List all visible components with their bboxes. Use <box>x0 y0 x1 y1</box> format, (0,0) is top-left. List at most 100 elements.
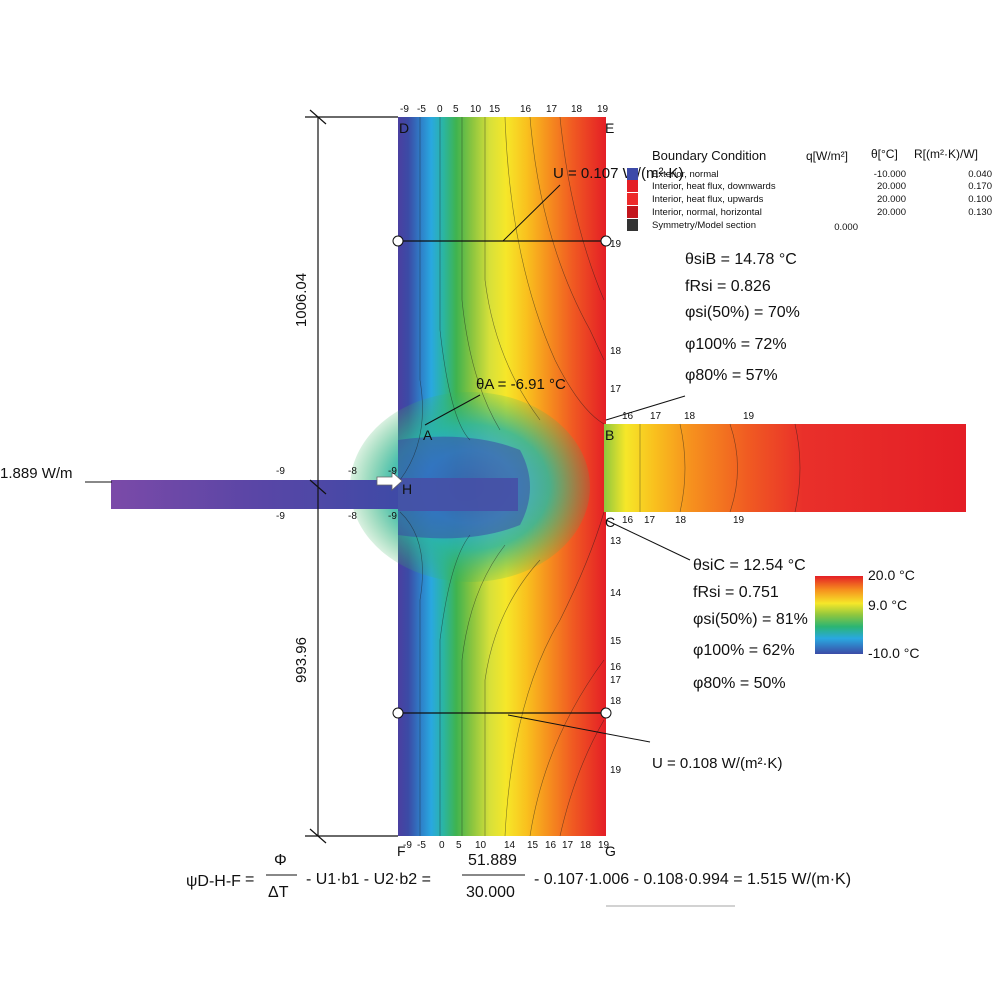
isotherm-label: 15 <box>489 104 501 115</box>
point-d: D <box>399 120 409 136</box>
row-name: Interior, heat flux, downwards <box>652 181 776 192</box>
point-c-phi80: φ80% = 50% <box>693 675 786 692</box>
isotherm-label: 17 <box>546 104 558 115</box>
isotherm-label: 16 <box>520 104 532 115</box>
isotherm-label: -5 <box>417 104 426 115</box>
isotherm-label: -9 <box>276 511 285 522</box>
dimension-lower: 993.96 <box>293 637 310 683</box>
point-c-phi100: φ100% = 62% <box>693 642 795 659</box>
swatch-interior-down <box>627 180 638 192</box>
isotherm-label: -9 <box>388 466 397 477</box>
row-q: 0.000 <box>834 222 858 233</box>
point-b-values: θsiB = 14.78 °C fRsi = 0.826 φsi(50%) = … <box>685 251 800 384</box>
dimension-lines <box>305 109 398 844</box>
isotherm-label: 17 <box>610 675 622 686</box>
point-b: B <box>605 427 614 443</box>
formula-den: 30.000 <box>466 884 515 901</box>
isotherm-label: 19 <box>610 765 622 776</box>
swatch-symmetry <box>627 219 638 231</box>
point-a: A <box>423 427 433 443</box>
point-b-frsi: fRsi = 0.826 <box>685 278 771 295</box>
isotherm-label: -9 <box>276 466 285 477</box>
isotherm-label: 18 <box>684 411 696 422</box>
heat-flux-arrow-icon <box>376 471 403 491</box>
point-c-values: θsiC = 12.54 °C fRsi = 0.751 φsi(50%) = … <box>693 557 808 692</box>
point-e: E <box>605 120 614 136</box>
formula-rest: - 0.107·1.006 - 0.108·0.994 = 1.515 W/(m… <box>534 871 851 888</box>
formula-psi: ψD-H-F <box>186 873 241 890</box>
theta-a-label: θA = -6.91 °C <box>476 376 566 393</box>
isotherm-label: 16 <box>545 840 557 851</box>
isotherm-label: 19 <box>610 239 622 250</box>
isotherm-label: -5 <box>417 840 426 851</box>
top-isotherm-labels: -9 -5 0 5 10 15 16 17 18 19 <box>400 104 609 115</box>
row-theta: -10.000 <box>874 169 906 180</box>
isotherm-label: 18 <box>675 515 687 526</box>
point-g: G <box>605 843 616 859</box>
legend-max: 20.0 °C <box>868 567 915 583</box>
legend-mid: 9.0 °C <box>868 597 907 613</box>
temperature-legend <box>815 576 863 654</box>
isotherm-label: -9 <box>400 104 409 115</box>
isotherm-label: 16 <box>622 515 634 526</box>
row-r: 0.130 <box>968 207 992 218</box>
isotherm-label: 0 <box>437 104 443 115</box>
formula-eq: = <box>245 871 254 888</box>
table-header-r: R[(m²·K)/W] <box>914 147 978 161</box>
legend-min: -10.0 °C <box>868 645 920 661</box>
isotherm-lines <box>399 116 801 837</box>
isotherm-label: 19 <box>743 411 755 422</box>
isotherm-label: 18 <box>610 696 622 707</box>
row-r: 0.040 <box>968 169 992 180</box>
right-edge-labels: 19 18 17 <box>610 239 622 395</box>
point-b-leader <box>605 395 686 421</box>
theta-a-leader <box>424 394 481 426</box>
u-bottom-leader <box>507 714 651 743</box>
floor-slab <box>604 424 966 512</box>
row-theta: 20.000 <box>877 207 906 218</box>
point-c-leader <box>605 519 691 561</box>
point-b-theta: θsiB = 14.78 °C <box>685 251 797 268</box>
formula-num: 51.889 <box>468 852 517 869</box>
isotherm-label: 17 <box>610 384 622 395</box>
formula-phi: Φ <box>274 852 287 869</box>
isotherm-label: 10 <box>470 104 482 115</box>
isotherm-label: 16 <box>622 411 634 422</box>
point-h: H <box>402 481 412 497</box>
balcony-connector <box>398 478 518 511</box>
isotherm-label: 15 <box>610 636 622 647</box>
row-r: 0.170 <box>968 181 992 192</box>
balcony-labels: -9 -8 -9 -9 -8 -9 <box>276 466 397 522</box>
isotherm-label: 19 <box>597 104 609 115</box>
table-header-condition: Boundary Condition <box>652 148 766 163</box>
swatch-interior-up <box>627 193 638 205</box>
point-b-phi50: φsi(50%) = 70% <box>685 304 800 321</box>
section-marker <box>600 235 612 247</box>
isotherm-label: 17 <box>644 515 656 526</box>
u-top-label: U = 0.107 W/(m²·K) <box>553 165 683 182</box>
isotherm-label: -8 <box>348 511 357 522</box>
isotherm-label: 18 <box>571 104 583 115</box>
isotherm-label: 18 <box>610 346 622 357</box>
lower-slab-labels: 16 17 18 19 <box>622 515 745 526</box>
swatch-exterior-normal <box>627 168 638 180</box>
heat-flux-label: 1.889 W/m <box>0 465 73 482</box>
isotherm-label: 19 <box>733 515 745 526</box>
row-name: Interior, heat flux, upwards <box>652 194 764 205</box>
section-marker <box>392 707 404 719</box>
isotherm-label: 13 <box>610 536 622 547</box>
isotherm-label: -9 <box>403 840 412 851</box>
point-b-phi80: φ80% = 57% <box>685 367 778 384</box>
row-name: Interior, normal, horizontal <box>652 207 762 218</box>
isotherm-label: 14 <box>610 588 622 599</box>
right-lower-labels: 13 14 15 16 17 18 19 <box>610 536 622 776</box>
psi-formula: ψD-H-F = Φ ΔT - U1·b1 - U2·b2 = 51.889 3… <box>186 852 851 901</box>
isotherm-label: 0 <box>439 840 445 851</box>
isotherm-label: 5 <box>456 840 462 851</box>
row-name: Exterior, normal <box>652 169 719 180</box>
isotherm-label: 18 <box>580 840 592 851</box>
row-theta: 20.000 <box>877 194 906 205</box>
boundary-table: Boundary Condition q[W/m²] θ[°C] R[(m²·K… <box>627 147 992 233</box>
point-c-frsi: fRsi = 0.751 <box>693 584 779 601</box>
